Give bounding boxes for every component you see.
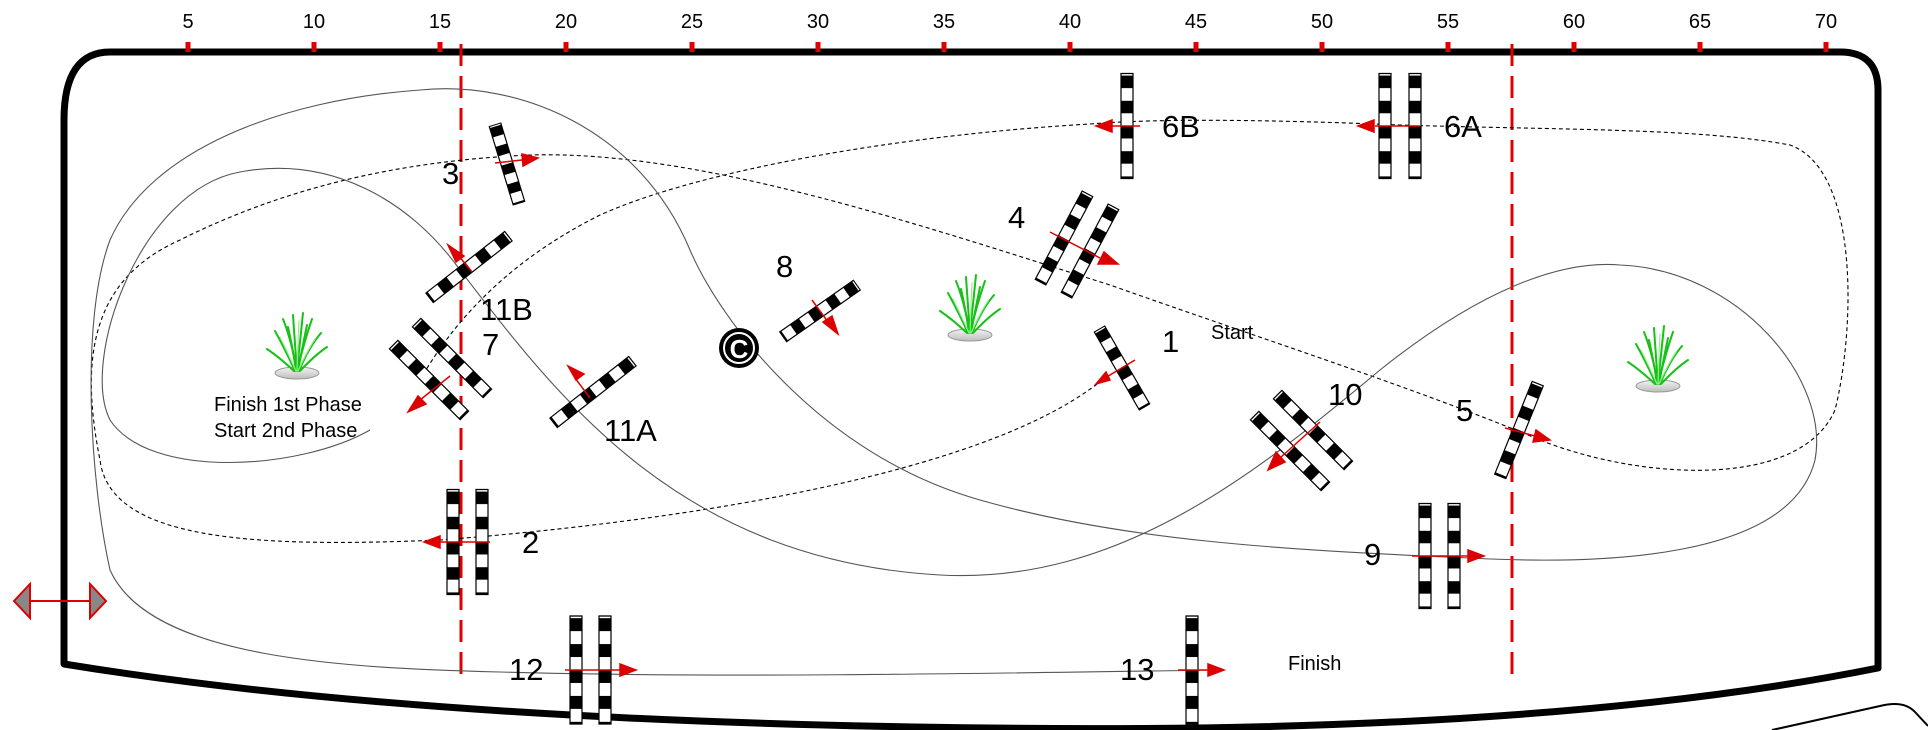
scale-tick-label: 35 — [933, 11, 955, 33]
jump-label-13: 13 — [1120, 652, 1154, 687]
scale-tick-mark — [689, 42, 695, 52]
finish-label: Finish — [1288, 653, 1341, 675]
scale-tick-mark — [563, 42, 569, 52]
jump-label-5: 5 — [1456, 393, 1473, 428]
jump-13 — [1178, 615, 1227, 725]
scale-tick-label: 70 — [1815, 11, 1837, 33]
scale-tick-label: 25 — [681, 11, 703, 33]
jump-6b — [1093, 72, 1140, 180]
jump-label-3: 3 — [442, 156, 459, 191]
plant-decoration-2 — [939, 274, 1001, 342]
jump-number-labels: 1 2 3 4 5 6A 6B 7 8 9 10 11A 11B 12 13 — [442, 109, 1482, 687]
scale-tick-mark — [1823, 42, 1829, 52]
route-first-phase — [90, 119, 1849, 543]
jump-label-12: 12 — [509, 652, 543, 687]
jump-3 — [488, 122, 541, 206]
jump-11b — [425, 230, 513, 304]
jump-label-6b: 6B — [1162, 109, 1200, 144]
route-second-phase — [90, 88, 1818, 676]
double-arrow-icon — [12, 581, 108, 621]
jump-label-7: 7 — [482, 327, 499, 362]
jump-11a — [549, 355, 637, 429]
scale-tick-label: 40 — [1059, 11, 1081, 33]
svg-text:C: C — [730, 334, 749, 364]
jump-1 — [1093, 325, 1151, 411]
phase-label-start-second: Start 2nd Phase — [214, 420, 357, 442]
corner-decoration — [1771, 703, 1928, 730]
phase-label-finish-first: Finish 1st Phase — [214, 394, 362, 416]
jump-12 — [565, 615, 639, 725]
jump-9 — [1412, 502, 1487, 610]
scale-tick-label: 60 — [1563, 11, 1585, 33]
jump-label-6a: 6A — [1444, 109, 1482, 144]
plant-decoration-3 — [1627, 325, 1689, 393]
scale-tick-mark — [941, 42, 947, 52]
jump-4 — [1034, 190, 1121, 299]
scale-tick-label: 50 — [1311, 11, 1333, 33]
scale-tick-mark — [1697, 42, 1703, 52]
jump-label-11a: 11A — [604, 413, 657, 448]
scale-tick-label: 65 — [1689, 11, 1711, 33]
scale-tick-label: 10 — [303, 11, 325, 33]
jump-label-10: 10 — [1328, 377, 1362, 412]
plant-decoration-1 — [266, 312, 328, 380]
jump-6a — [1355, 72, 1422, 180]
scale-tick-mark — [311, 42, 317, 52]
arena-border — [60, 48, 1882, 730]
jump-label-11b: 11B — [480, 292, 533, 327]
scale-tick-label: 30 — [807, 11, 829, 33]
copyright-icon: C — [719, 328, 759, 368]
scale-tick-label: 15 — [429, 11, 451, 33]
jump-label-4: 4 — [1008, 200, 1025, 235]
jump-label-8: 8 — [776, 249, 793, 284]
scale-tick-mark — [437, 42, 443, 52]
jump-7 — [388, 317, 493, 421]
scale-tick-mark — [1067, 42, 1073, 52]
scale-tick-mark — [1445, 42, 1451, 52]
scale-tick-label: 5 — [182, 11, 193, 33]
scale-tick-label: 45 — [1185, 11, 1207, 33]
jump-2 — [421, 488, 490, 596]
jump-8 — [779, 279, 861, 343]
jump-label-1: 1 — [1162, 324, 1179, 359]
scale-tick-mark — [1319, 42, 1325, 52]
jump-label-2: 2 — [522, 525, 539, 560]
scale-tick-label: 20 — [555, 11, 577, 33]
jump-10 — [1249, 389, 1354, 492]
jump-5 — [1494, 380, 1553, 480]
scale-tick-mark — [1571, 42, 1577, 52]
distance-scale: 5 10 15 20 25 30 35 40 45 50 55 60 65 70 — [182, 11, 1837, 52]
scale-tick-mark — [815, 42, 821, 52]
jump-label-9: 9 — [1364, 537, 1381, 572]
scale-tick-mark — [185, 42, 191, 52]
scale-tick-mark — [1193, 42, 1199, 52]
scale-tick-label: 55 — [1437, 11, 1459, 33]
start-label: Start — [1211, 322, 1254, 344]
